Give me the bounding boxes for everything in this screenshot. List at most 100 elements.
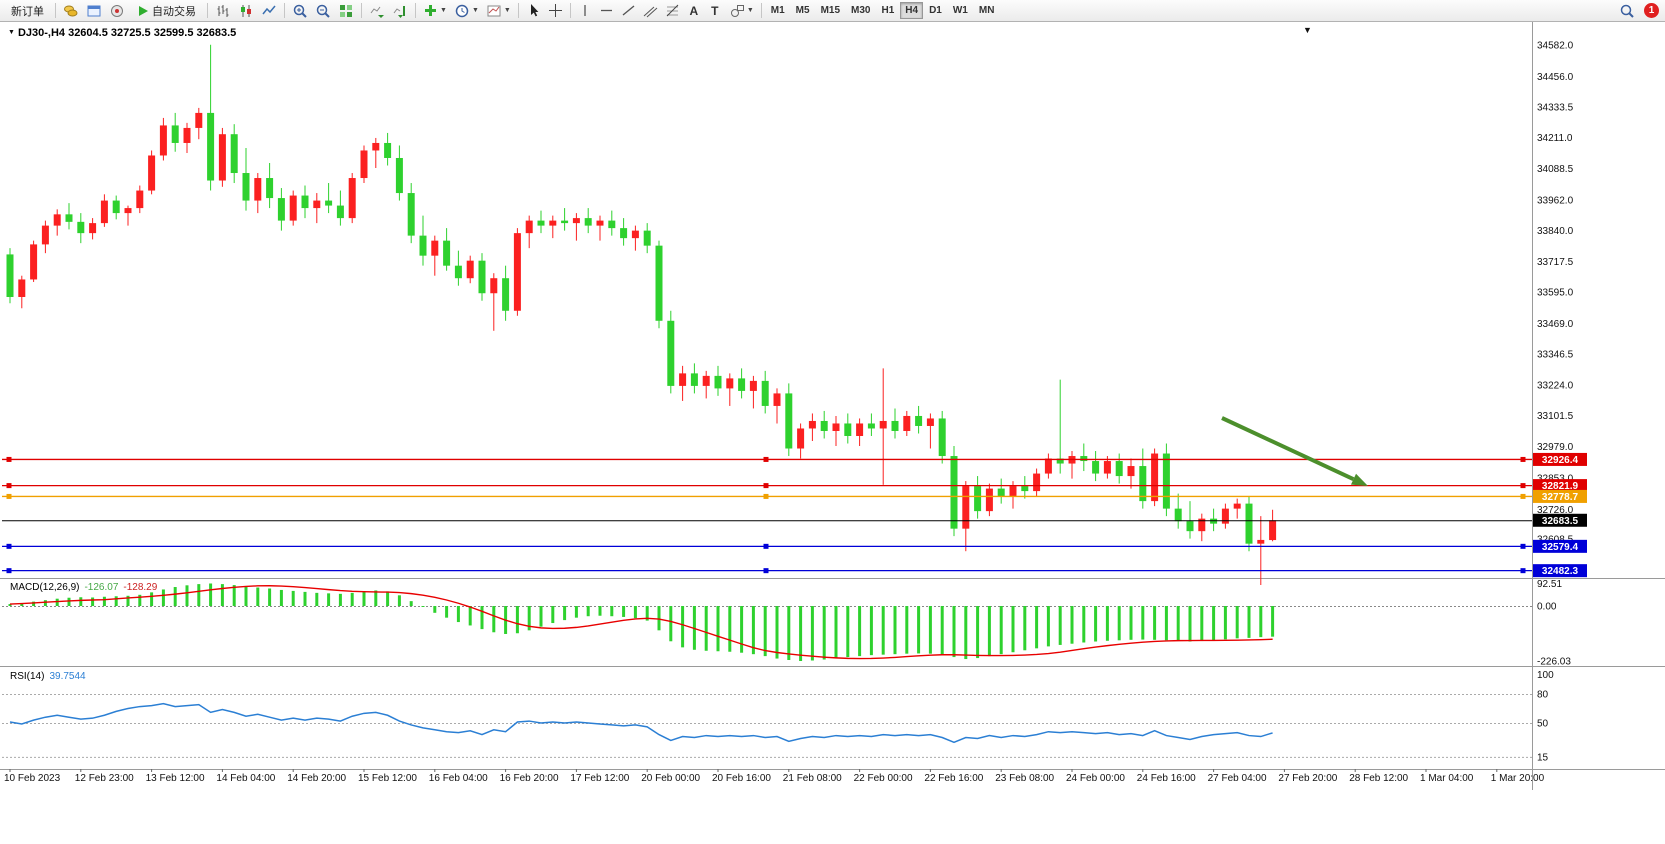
clock-icon <box>455 4 469 17</box>
periods-button[interactable]: ▼ <box>451 1 482 21</box>
market-watch-button[interactable] <box>83 1 105 21</box>
svg-text:50: 50 <box>1537 719 1549 730</box>
rsi-panel: 100 80 50 15 <box>2 670 1554 763</box>
cursor-icon <box>530 4 539 17</box>
cursor-button[interactable] <box>523 1 544 21</box>
timeframe-mn-button[interactable]: MN <box>974 2 1000 19</box>
svg-text:16 Feb 04:00: 16 Feb 04:00 <box>429 773 488 784</box>
data-window-button[interactable] <box>106 1 128 21</box>
timeframe-m5-button[interactable]: M5 <box>791 2 815 19</box>
timeframe-w1-button[interactable]: W1 <box>948 2 973 19</box>
shapes-button[interactable]: ▼ <box>726 1 757 21</box>
vertical-line-icon <box>584 5 586 16</box>
svg-text:1 Mar 20:00: 1 Mar 20:00 <box>1491 773 1545 784</box>
text-tool-button[interactable]: A <box>684 1 704 21</box>
timeframe-m15-button[interactable]: M15 <box>816 2 845 19</box>
fibonacci-icon <box>666 4 679 17</box>
svg-text:80: 80 <box>1537 690 1549 701</box>
zoom-in-button[interactable] <box>289 1 311 21</box>
horizontal-line-objects[interactable] <box>2 456 1532 574</box>
zoom-out-button[interactable] <box>312 1 334 21</box>
candlestick-mode-button[interactable] <box>235 1 257 21</box>
svg-text:0.00: 0.00 <box>1537 602 1557 613</box>
toolbar-separator <box>517 3 519 18</box>
search-button[interactable] <box>1616 1 1638 21</box>
toolbar-separator <box>55 3 56 18</box>
tile-windows-button[interactable] <box>335 1 357 21</box>
bar-chart-icon <box>217 4 229 17</box>
svg-text:16 Feb 20:00: 16 Feb 20:00 <box>500 773 559 784</box>
svg-text:33101.5: 33101.5 <box>1537 411 1574 422</box>
symbols-button[interactable] <box>60 1 82 21</box>
svg-text:22 Feb 16:00: 22 Feb 16:00 <box>924 773 983 784</box>
timeframe-m1-button[interactable]: M1 <box>766 2 790 19</box>
trendline-icon <box>622 5 635 16</box>
svg-text:32979.0: 32979.0 <box>1537 442 1574 453</box>
indicators-button[interactable]: ▼ <box>420 1 450 21</box>
svg-text:-226.03: -226.03 <box>1537 656 1571 667</box>
chevron-down-icon: ▼ <box>440 7 447 14</box>
toolbar-separator <box>760 3 762 18</box>
chart-shift-icon <box>393 5 405 18</box>
timeframe-h1-button[interactable]: H1 <box>876 2 899 19</box>
macd-signal-value: -128.29 <box>123 582 158 593</box>
svg-text:24 Feb 16:00: 24 Feb 16:00 <box>1137 773 1196 784</box>
label-tool-button[interactable]: T <box>705 1 725 21</box>
timeframe-h4-button[interactable]: H4 <box>900 2 924 19</box>
svg-text:32853.0: 32853.0 <box>1537 473 1574 484</box>
svg-text:92.51: 92.51 <box>1537 579 1562 590</box>
crosshair-button[interactable] <box>545 1 566 21</box>
svg-text:10 Feb 2023: 10 Feb 2023 <box>4 773 61 784</box>
svg-text:15 Feb 12:00: 15 Feb 12:00 <box>358 773 417 784</box>
svg-text:22 Feb 00:00: 22 Feb 00:00 <box>854 773 913 784</box>
macd-main-value: -126.07 <box>84 582 119 593</box>
auto-trading-play-icon <box>139 5 148 16</box>
svg-text:33595.0: 33595.0 <box>1537 287 1574 298</box>
main-toolbar: 新订单 自动交易 ▼ ▼ <box>0 0 1665 22</box>
macd-label: MACD(12,26,9) -126.07 -128.29 <box>10 582 157 593</box>
chevron-down-icon: ▼ <box>746 7 754 14</box>
candlestick-icon <box>241 4 251 17</box>
svg-text:33962.0: 33962.0 <box>1537 196 1574 207</box>
rsi-value: 39.7544 <box>49 671 86 682</box>
toolbar-separator <box>415 3 416 18</box>
svg-text:34088.5: 34088.5 <box>1537 164 1574 175</box>
auto-scroll-button[interactable] <box>366 1 388 21</box>
horizontal-line-tool-button[interactable] <box>596 1 617 21</box>
notification-badge[interactable]: 1 <box>1644 3 1659 18</box>
toolbar-separator <box>284 3 285 18</box>
bar-chart-mode-button[interactable] <box>212 1 234 21</box>
chart-menu-icon[interactable]: ▼ <box>8 29 15 36</box>
auto-trading-label: 自动交易 <box>152 5 196 18</box>
svg-text:14 Feb 20:00: 14 Feb 20:00 <box>287 773 346 784</box>
timeframe-m30-button[interactable]: M30 <box>846 2 875 19</box>
svg-text:33224.0: 33224.0 <box>1537 380 1574 391</box>
text-tool-icon: A <box>689 3 699 18</box>
chart-shift-button[interactable] <box>389 1 411 21</box>
new-order-button[interactable]: 新订单 <box>4 1 51 21</box>
trendline-tool-button[interactable] <box>618 1 639 21</box>
templates-button[interactable]: ▼ <box>483 1 514 21</box>
timeframe-group: M1 M5 M15 M30 H1 H4 D1 W1 MN <box>766 2 1000 19</box>
line-chart-mode-button[interactable] <box>258 1 280 21</box>
svg-text:20 Feb 00:00: 20 Feb 00:00 <box>641 773 700 784</box>
fibonacci-tool-button[interactable] <box>662 1 683 21</box>
svg-text:33840.0: 33840.0 <box>1537 226 1574 237</box>
chart-title: ▼ DJ30-,H4 32604.5 32725.5 32599.5 32683.… <box>8 27 236 39</box>
auto-scroll-icon <box>370 6 384 18</box>
timeframe-d1-button[interactable]: D1 <box>924 2 947 19</box>
auto-trading-button[interactable]: 自动交易 <box>129 1 203 21</box>
chart-corner-caret-icon[interactable]: ▼ <box>1303 25 1312 35</box>
svg-text:28 Feb 12:00: 28 Feb 12:00 <box>1349 773 1408 784</box>
toolbar-separator <box>207 3 208 18</box>
svg-text:14 Feb 04:00: 14 Feb 04:00 <box>216 773 275 784</box>
channel-tool-button[interactable] <box>640 1 661 21</box>
data-window-icon <box>111 4 123 17</box>
arrow-annotation[interactable] <box>1221 416 1368 486</box>
rsi-label: RSI(14) 39.7544 <box>10 671 86 682</box>
vertical-line-tool-button[interactable] <box>575 1 595 21</box>
tile-windows-icon <box>340 4 352 17</box>
